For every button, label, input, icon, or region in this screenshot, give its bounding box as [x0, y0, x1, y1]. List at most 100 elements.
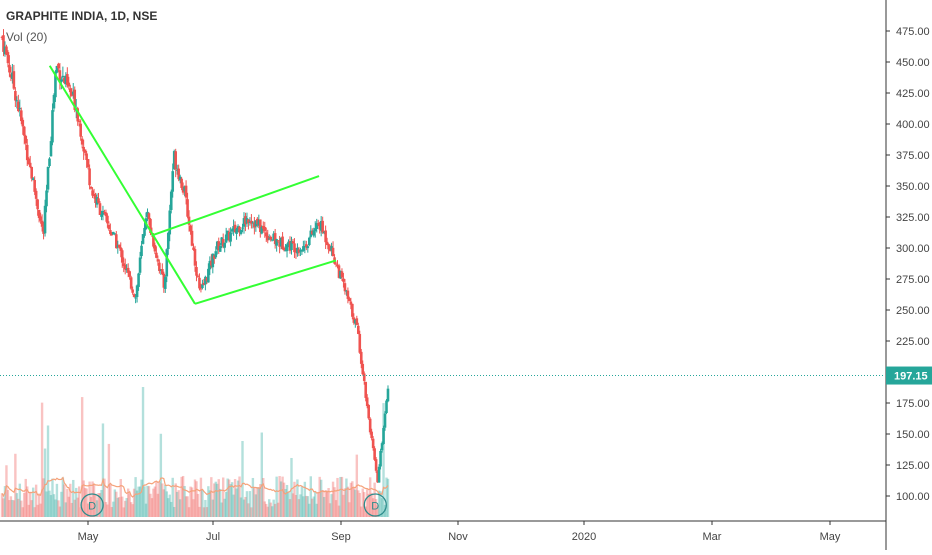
- candle-body: [382, 427, 385, 445]
- candle-body: [340, 271, 344, 278]
- candle-body: [51, 110, 54, 143]
- volume-bar: [322, 497, 326, 517]
- volume-bar: [101, 423, 105, 517]
- volume-bar: [238, 476, 241, 517]
- candle-body: [325, 241, 329, 245]
- candle-body: [52, 94, 56, 109]
- candle-body: [117, 244, 121, 248]
- volume-bar: [260, 432, 263, 517]
- trendline-2[interactable]: [194, 259, 337, 305]
- candle-body: [244, 216, 247, 225]
- volume-bar: [173, 506, 176, 517]
- volume-bar: [269, 502, 272, 517]
- volume-bar: [119, 479, 122, 517]
- candle-body: [15, 100, 19, 102]
- candle-body: [88, 168, 91, 186]
- candle-body: [284, 250, 287, 252]
- volume-bar: [15, 493, 19, 517]
- volume-bar: [189, 486, 192, 517]
- volume-bar: [346, 486, 350, 517]
- dividend-marker[interactable]: [363, 493, 387, 517]
- candle-body: [175, 169, 179, 171]
- volume-bar: [221, 477, 225, 517]
- volume-bar: [193, 479, 197, 517]
- candle-body: [312, 230, 316, 236]
- candle-body: [40, 220, 44, 227]
- volume-ma-line: [1, 476, 389, 498]
- volume-bar: [2, 498, 5, 517]
- volume-bar: [368, 477, 372, 517]
- volume-bar: [57, 500, 60, 517]
- volume-bar: [115, 491, 118, 517]
- candle-body: [63, 78, 66, 83]
- volume-bar: [12, 500, 16, 517]
- volume-bar: [227, 479, 231, 517]
- candle-body: [306, 246, 310, 249]
- volume-bar: [297, 499, 301, 517]
- volume-bar: [314, 491, 317, 517]
- volume-bar: [216, 483, 219, 517]
- volume-bar: [66, 488, 69, 517]
- volume-bar: [153, 486, 157, 517]
- candle-body: [159, 269, 163, 271]
- candle-body: [42, 226, 45, 234]
- volume-bar: [336, 477, 339, 517]
- candle-body: [365, 397, 369, 407]
- volume-bar: [279, 481, 283, 517]
- candle-body: [380, 443, 384, 451]
- volume-bar: [217, 479, 220, 517]
- candle-body: [318, 222, 321, 230]
- volume-bar: [150, 498, 154, 517]
- volume-bar: [146, 485, 149, 517]
- volume-bar: [360, 506, 363, 517]
- volume-bar: [309, 476, 312, 517]
- trendline-1[interactable]: [48, 65, 196, 305]
- candle-body: [251, 222, 255, 224]
- volume-bar: [174, 483, 177, 517]
- volume-bar: [268, 499, 271, 517]
- candle-body: [6, 52, 10, 64]
- dividend-marker[interactable]: [80, 493, 104, 517]
- candle-body: [131, 289, 134, 293]
- volume-bar: [143, 486, 146, 517]
- candle-body: [374, 459, 378, 471]
- volume-bar: [262, 477, 265, 517]
- candle-body: [205, 277, 209, 281]
- candle-body: [364, 381, 368, 398]
- candle-body: [300, 249, 304, 252]
- volume-bar: [294, 494, 298, 517]
- candle-body: [337, 265, 341, 278]
- volume-bar: [6, 489, 10, 517]
- volume-bar: [112, 501, 115, 517]
- volume-bar: [3, 486, 7, 517]
- candle-body: [178, 176, 182, 181]
- volume-bar: [30, 500, 33, 517]
- candle-body: [377, 466, 381, 483]
- y-tick-label: 175.00: [896, 398, 930, 410]
- candle-body: [36, 199, 39, 210]
- candle-body: [386, 388, 390, 402]
- y-tick-label: 250.00: [896, 305, 930, 317]
- volume-bar: [305, 495, 308, 517]
- trendline-3[interactable]: [151, 175, 320, 237]
- volume-bar: [270, 506, 274, 517]
- volume-bar: [308, 503, 311, 517]
- volume-bar: [358, 492, 361, 517]
- volume-bar: [312, 496, 315, 517]
- candle-body: [367, 405, 370, 419]
- candle-body: [155, 252, 158, 258]
- volume-bar: [178, 499, 182, 517]
- volume-bar: [272, 499, 275, 517]
- candle-body: [122, 263, 126, 267]
- candle-body: [383, 413, 387, 428]
- volume-bar: [18, 483, 22, 517]
- volume-bar: [124, 500, 127, 517]
- candle-body: [270, 239, 274, 241]
- candle-body: [229, 232, 232, 242]
- volume-bar: [290, 457, 293, 517]
- volume-bar: [198, 506, 201, 517]
- candle-body: [113, 233, 117, 235]
- candle-body: [349, 301, 353, 305]
